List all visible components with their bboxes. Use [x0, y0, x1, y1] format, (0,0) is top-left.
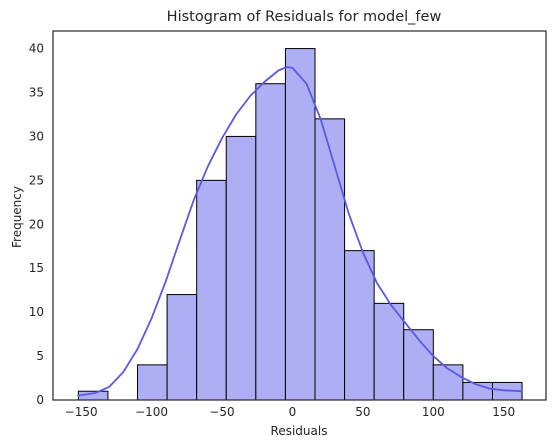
kde-line: [77, 66, 523, 397]
histogram-bar-9: [344, 250, 375, 401]
plot-area: −150 −100 −50 0 50 100 150 0 5 10 15 20 25 30 35 40: [29, 30, 547, 419]
histogram-bar-8: [314, 118, 346, 401]
y-tick-label: 25: [29, 173, 44, 187]
y-tick-label: 10: [29, 305, 44, 319]
y-axis-label: Frequency: [10, 186, 24, 248]
histogram-bar-7: [284, 48, 316, 401]
histogram-bar-6: [255, 83, 286, 401]
y-tick-label: 30: [29, 129, 44, 143]
histogram-bar-2: [137, 364, 168, 401]
histogram-bar-3: [166, 294, 198, 401]
histogram-bar-5: [225, 135, 257, 401]
y-tick-label: 40: [29, 42, 44, 56]
histogram-bar-4: [196, 179, 227, 401]
y-tick-label: 35: [29, 86, 44, 100]
plot-frame: [52, 30, 547, 401]
x-tick-label: −50: [209, 405, 234, 419]
y-tick-label: 5: [36, 349, 44, 363]
x-tick-label: 150: [492, 405, 515, 419]
histogram-bar-10: [373, 302, 405, 401]
x-tick-label: 50: [355, 405, 370, 419]
y-tick-label: 15: [29, 261, 44, 275]
chart-title: Histogram of Residuals for model_few: [167, 9, 442, 25]
x-tick-label: 0: [289, 405, 297, 419]
y-tick-label: 20: [29, 217, 44, 231]
x-axis-label: Residuals: [271, 424, 328, 438]
y-tick-label: 0: [36, 393, 44, 407]
x-tick-label: −150: [65, 405, 98, 419]
histogram-bar-12: [432, 364, 464, 401]
x-tick-label: 100: [422, 405, 445, 419]
x-tick-label: −100: [135, 405, 168, 419]
